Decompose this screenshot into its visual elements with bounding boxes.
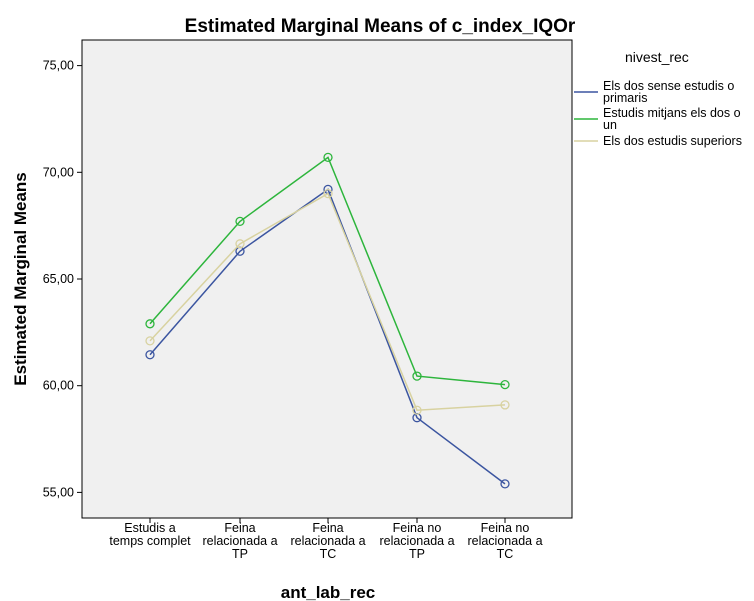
series-1-point: [145, 319, 155, 329]
series-1-point: [412, 371, 422, 381]
x-tick-label: Feina no relacionada a TC: [467, 521, 542, 561]
x-axis-title: ant_lab_rec: [281, 583, 376, 601]
chart-title: Estimated Marginal Means of c_index_IQOr: [185, 16, 576, 37]
x-tick-label: Feina relacionada a TC: [290, 521, 365, 561]
y-axis: 55,00 60,00 65,00 70,00 75,00: [43, 59, 82, 499]
series-2-point: [235, 239, 245, 249]
y-tick-label: 75,00: [43, 59, 74, 73]
series-0-point: [145, 350, 155, 360]
y-tick-label: 60,00: [43, 379, 74, 393]
legend-title: nivest_rec: [625, 49, 689, 65]
series-2-point: [500, 400, 510, 410]
series-1-point: [500, 379, 510, 390]
series-2-point: [145, 336, 155, 346]
legend-label-1: Estudis mitjans els dos o un: [603, 106, 741, 132]
x-tick-label: Feina no relacionada a TP: [379, 521, 454, 561]
y-axis-title: Estimated Marginal Means: [11, 172, 30, 386]
y-tick-label: 55,00: [43, 485, 74, 499]
x-tick-label: Estudis a temps complet: [109, 521, 191, 548]
legend-label-2: Els dos estudis superiors: [603, 134, 742, 148]
series-2-point: [323, 188, 333, 199]
plot-area: [81, 39, 573, 519]
series-0-point: [500, 479, 510, 489]
series-line-2: [149, 192, 506, 411]
x-axis: Estudis a temps complet Feina relacionada a…: [109, 518, 543, 561]
series-1-point: [323, 152, 333, 163]
y-tick-label: 70,00: [43, 165, 74, 179]
x-tick-label: Feina relacionada a TP: [202, 521, 277, 561]
series-2-point: [412, 405, 422, 415]
series-line-1: [149, 156, 506, 386]
legend-label-0: Els dos sense estudis o primaris: [603, 79, 734, 105]
series-1-point: [235, 216, 245, 227]
series-layer: [145, 152, 510, 489]
y-tick-label: 65,00: [43, 272, 74, 286]
